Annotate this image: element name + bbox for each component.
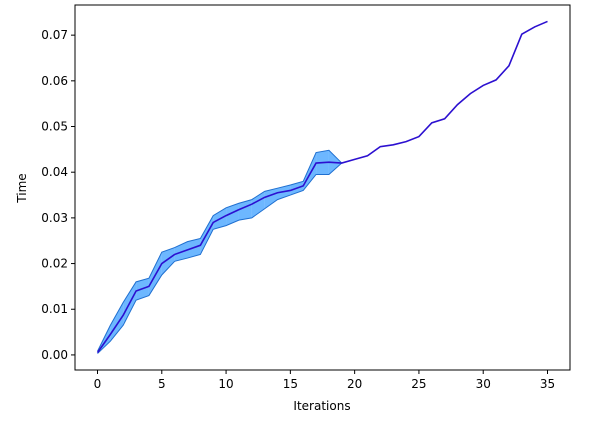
y-axis-label: Time — [15, 173, 29, 203]
y-tick-label: 0.05 — [41, 120, 68, 134]
line — [96, 20, 548, 354]
x-tick-label: 20 — [347, 377, 362, 391]
x-tick-label: 15 — [283, 377, 298, 391]
plot-frame — [74, 4, 571, 371]
band-segment — [303, 152, 317, 191]
y-tick-label: 0.07 — [41, 28, 68, 42]
x-axis-label: Iterations — [293, 399, 350, 413]
x-tick-label: 5 — [158, 377, 166, 391]
band-segment — [161, 247, 175, 275]
y-tick-label: 0.04 — [41, 165, 68, 179]
y-tick-label: 0.06 — [41, 74, 68, 88]
y-tick-label: 0.00 — [41, 348, 68, 362]
band-edge — [97, 162, 343, 354]
band-segment — [110, 302, 124, 342]
band-segment — [226, 203, 239, 226]
x-tick-label: 30 — [476, 377, 491, 391]
y-tick-label: 0.03 — [41, 211, 68, 225]
x-tick-label: 0 — [94, 377, 102, 391]
band-edge — [97, 149, 343, 352]
y-tick-label: 0.02 — [41, 257, 68, 271]
x-tick-label: 10 — [218, 377, 233, 391]
x-tick-label: 25 — [411, 377, 426, 391]
x-tick-label: 35 — [540, 377, 555, 391]
y-tick-label: 0.01 — [41, 302, 68, 316]
